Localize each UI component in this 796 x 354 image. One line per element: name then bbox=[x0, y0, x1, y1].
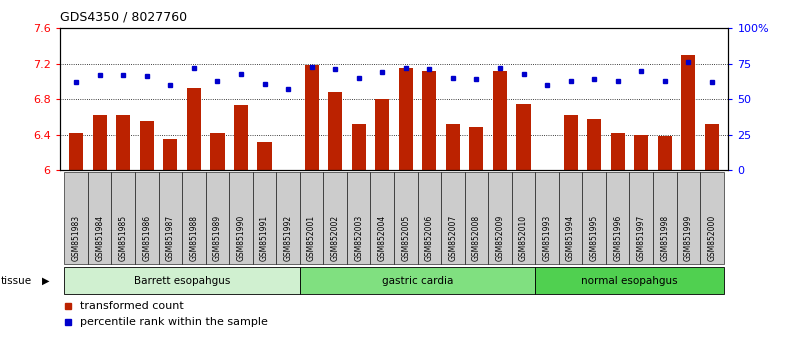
Bar bbox=[465, 172, 488, 264]
Bar bbox=[512, 172, 535, 264]
Bar bbox=[347, 172, 370, 264]
Bar bbox=[446, 124, 460, 170]
Bar bbox=[116, 115, 131, 170]
Text: GSM851995: GSM851995 bbox=[590, 215, 599, 261]
Text: GSM851999: GSM851999 bbox=[684, 215, 693, 261]
Text: GSM852003: GSM852003 bbox=[354, 215, 363, 261]
Text: normal esopahgus: normal esopahgus bbox=[581, 275, 677, 286]
Text: GSM852000: GSM852000 bbox=[708, 215, 716, 261]
Text: GSM852005: GSM852005 bbox=[401, 215, 410, 261]
Bar bbox=[187, 88, 201, 170]
Bar bbox=[535, 172, 559, 264]
Text: gastric cardia: gastric cardia bbox=[382, 275, 453, 286]
Bar bbox=[253, 172, 276, 264]
Text: percentile rank within the sample: percentile rank within the sample bbox=[80, 317, 267, 327]
Bar bbox=[370, 172, 394, 264]
Text: tissue: tissue bbox=[1, 275, 32, 286]
Bar bbox=[352, 124, 366, 170]
Text: GSM852001: GSM852001 bbox=[307, 215, 316, 261]
Text: GSM851994: GSM851994 bbox=[566, 215, 575, 261]
Bar bbox=[210, 133, 224, 170]
Text: GSM851986: GSM851986 bbox=[142, 215, 151, 261]
Bar bbox=[92, 115, 107, 170]
Bar bbox=[634, 135, 648, 170]
Text: Barrett esopahgus: Barrett esopahgus bbox=[134, 275, 230, 286]
Bar bbox=[182, 172, 205, 264]
Bar bbox=[704, 124, 719, 170]
Bar bbox=[300, 267, 535, 294]
Bar bbox=[564, 115, 578, 170]
Bar bbox=[88, 172, 111, 264]
Bar bbox=[559, 172, 583, 264]
Bar bbox=[677, 172, 700, 264]
Bar bbox=[229, 172, 253, 264]
Bar bbox=[64, 172, 88, 264]
Bar bbox=[606, 172, 630, 264]
Bar bbox=[399, 68, 413, 170]
Bar bbox=[234, 105, 248, 170]
Bar bbox=[394, 172, 418, 264]
Text: GSM851996: GSM851996 bbox=[613, 215, 622, 261]
Bar bbox=[305, 65, 318, 170]
Bar bbox=[418, 172, 441, 264]
Bar bbox=[611, 133, 625, 170]
Bar bbox=[587, 119, 601, 170]
Text: GSM852008: GSM852008 bbox=[472, 215, 481, 261]
Text: GSM852007: GSM852007 bbox=[448, 215, 458, 261]
Text: GSM851991: GSM851991 bbox=[260, 215, 269, 261]
Bar bbox=[257, 142, 271, 170]
Bar bbox=[163, 139, 178, 170]
Text: GSM851990: GSM851990 bbox=[236, 215, 245, 261]
Bar bbox=[69, 133, 84, 170]
Bar bbox=[630, 172, 653, 264]
Bar bbox=[441, 172, 465, 264]
Text: GSM851992: GSM851992 bbox=[283, 215, 293, 261]
Text: GSM852010: GSM852010 bbox=[519, 215, 528, 261]
Text: ▶: ▶ bbox=[42, 275, 49, 286]
Bar bbox=[493, 71, 507, 170]
Text: GSM851997: GSM851997 bbox=[637, 215, 646, 261]
Bar bbox=[111, 172, 135, 264]
Text: GDS4350 / 8027760: GDS4350 / 8027760 bbox=[60, 11, 187, 24]
Bar bbox=[517, 104, 531, 170]
Text: GSM851989: GSM851989 bbox=[213, 215, 222, 261]
Text: GSM851998: GSM851998 bbox=[660, 215, 669, 261]
Text: GSM852009: GSM852009 bbox=[495, 215, 505, 261]
Text: GSM852004: GSM852004 bbox=[378, 215, 387, 261]
Bar bbox=[653, 172, 677, 264]
Bar bbox=[140, 121, 154, 170]
Bar bbox=[375, 99, 389, 170]
Bar bbox=[422, 71, 436, 170]
Text: GSM851983: GSM851983 bbox=[72, 215, 80, 261]
Bar bbox=[470, 127, 483, 170]
Text: GSM851987: GSM851987 bbox=[166, 215, 175, 261]
Bar bbox=[535, 267, 724, 294]
Text: GSM851984: GSM851984 bbox=[96, 215, 104, 261]
Bar bbox=[135, 172, 158, 264]
Text: GSM852002: GSM852002 bbox=[330, 215, 340, 261]
Bar bbox=[681, 55, 696, 170]
Bar bbox=[700, 172, 724, 264]
Text: transformed count: transformed count bbox=[80, 301, 184, 310]
Bar bbox=[583, 172, 606, 264]
Bar bbox=[323, 172, 347, 264]
Text: GSM852006: GSM852006 bbox=[425, 215, 434, 261]
Bar bbox=[328, 92, 342, 170]
Bar bbox=[488, 172, 512, 264]
Bar bbox=[205, 172, 229, 264]
Bar bbox=[657, 136, 672, 170]
Bar bbox=[158, 172, 182, 264]
Bar bbox=[300, 172, 323, 264]
Bar bbox=[276, 172, 300, 264]
Text: GSM851993: GSM851993 bbox=[543, 215, 552, 261]
Text: GSM851985: GSM851985 bbox=[119, 215, 128, 261]
Text: GSM851988: GSM851988 bbox=[189, 215, 198, 261]
Bar bbox=[64, 267, 300, 294]
